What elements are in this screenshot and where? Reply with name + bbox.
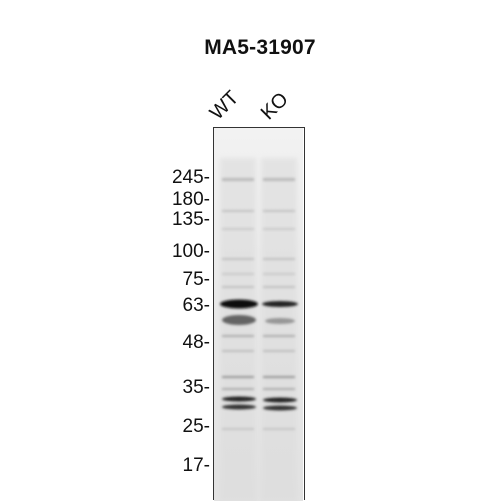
marker-35: 35-: [182, 377, 210, 398]
lane-label-ko: KO: [256, 88, 293, 125]
antibody-title: MA5-31907: [204, 36, 316, 59]
marker-25: 25-: [182, 416, 210, 437]
blot-image: [214, 128, 303, 501]
marker-180: 180-: [171, 189, 210, 210]
lane-label-wt: WT: [205, 86, 244, 125]
marker-48: 48-: [182, 332, 210, 353]
marker-100: 100-: [171, 241, 210, 262]
western-blot-membrane: [213, 127, 305, 501]
marker-63: 63-: [182, 295, 210, 316]
marker-245: 245-: [171, 167, 210, 188]
marker-75: 75-: [182, 269, 210, 290]
marker-17: 17-: [182, 455, 210, 476]
marker-135: 135-: [171, 209, 210, 230]
